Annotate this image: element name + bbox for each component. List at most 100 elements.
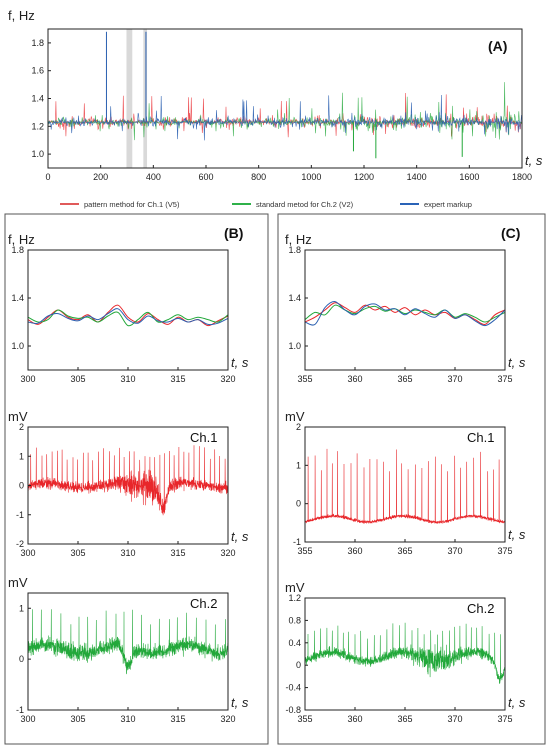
y-tick-label: 1.8 xyxy=(31,38,44,48)
y-tick-label: 1.0 xyxy=(31,149,44,159)
y-tick-label: -0.4 xyxy=(285,683,301,693)
y-tick-label: 0 xyxy=(19,481,24,491)
channel-label: Ch.2 xyxy=(467,601,494,616)
legend: pattern method for Ch.1 (V5) standard me… xyxy=(60,200,472,209)
plot-frame xyxy=(304,249,506,371)
chart-a: 0 200 400 600 800 1000 1200 1400 1600 1800 1.0 1.2 1… xyxy=(8,8,543,182)
x-axis-label: t, s xyxy=(231,529,249,544)
x-tick-label: 320 xyxy=(220,374,235,384)
x-tick-label: 300 xyxy=(20,548,35,558)
y-tick-label: 1.6 xyxy=(31,66,44,76)
y-axis-label: mV xyxy=(285,580,305,595)
chart-c1: 355 360 365 370 375 1.0 1.4 1.8f, Hz t, s (C) xyxy=(285,225,526,384)
y-tick-label: 1.4 xyxy=(31,94,44,104)
legend-label-blue: expert markup xyxy=(424,200,472,209)
panel-label: (C) xyxy=(501,225,520,241)
series-line xyxy=(27,308,229,326)
x-tick-label: 305 xyxy=(70,548,85,558)
x-tick-label: 355 xyxy=(297,546,312,556)
x-axis-label: t, s xyxy=(231,355,249,370)
series-line xyxy=(47,92,523,138)
x-tick-label: 1600 xyxy=(459,172,479,182)
panel-b-frame xyxy=(4,213,269,745)
y-axis-label: mV xyxy=(8,575,28,590)
x-tick-label: 375 xyxy=(497,714,512,724)
x-tick-label: 1400 xyxy=(407,172,427,182)
panel-c-frame xyxy=(277,213,546,745)
x-tick-label: 375 xyxy=(497,374,512,384)
x-tick-label: 300 xyxy=(20,374,35,384)
x-tick-label: 365 xyxy=(397,374,412,384)
x-tick-label: 315 xyxy=(170,714,185,724)
y-tick-label: 1.2 xyxy=(31,121,44,131)
series-line xyxy=(27,304,229,327)
y-tick-label: 1 xyxy=(296,460,301,470)
y-tick-label: 1 xyxy=(19,603,24,613)
x-tick-label: 320 xyxy=(220,548,235,558)
chart-b1: 300 305 310 315 320 1.0 1.4 1.8f, Hz t, s (B) xyxy=(8,225,249,384)
x-tick-label: 370 xyxy=(447,714,462,724)
x-tick-label: 1000 xyxy=(301,172,321,182)
x-axis-label: t, s xyxy=(508,355,526,370)
x-tick-label: 1200 xyxy=(354,172,374,182)
signal-trace xyxy=(27,609,229,675)
series-line xyxy=(304,301,506,327)
chart-b2: 300 305 310 315 320 -2 -1 0 1 2mV t, s Ch.1 xyxy=(8,409,249,558)
signal-trace xyxy=(27,445,229,516)
chart-b3: 300 305 310 315 320 -1 0 1 mV t, s Ch.2 xyxy=(8,575,249,724)
x-tick-label: 0 xyxy=(45,172,50,182)
x-tick-label: 360 xyxy=(347,714,362,724)
x-tick-label: 310 xyxy=(120,714,135,724)
y-tick-label: 2 xyxy=(296,422,301,432)
charts-layer: 0 200 400 600 800 1000 1200 1400 1600 18001.01.21… xyxy=(8,8,543,724)
y-axis-label: f, Hz xyxy=(285,232,312,247)
x-axis-label: t, s xyxy=(231,695,249,710)
x-tick-label: 310 xyxy=(120,374,135,384)
y-tick-label: -0.8 xyxy=(285,705,301,715)
x-tick-label: 800 xyxy=(251,172,266,182)
y-tick-label: -1 xyxy=(16,510,24,520)
y-tick-label: -1 xyxy=(16,705,24,715)
series-line xyxy=(27,309,229,327)
y-tick-label: 1.8 xyxy=(288,245,301,255)
y-tick-label: 1.0 xyxy=(11,341,24,351)
legend-label-red: pattern method for Ch.1 (V5) xyxy=(84,200,180,209)
y-tick-label: 1.4 xyxy=(288,293,301,303)
series-line xyxy=(48,94,523,141)
x-tick-label: 1800 xyxy=(512,172,532,182)
x-tick-label: 300 xyxy=(20,714,35,724)
x-tick-label: 370 xyxy=(447,374,462,384)
x-axis-label: t, s xyxy=(508,695,526,710)
x-tick-label: 365 xyxy=(397,546,412,556)
x-tick-label: 315 xyxy=(170,374,185,384)
x-axis-label: t, s xyxy=(525,153,543,168)
x-tick-label: 315 xyxy=(170,548,185,558)
y-tick-label: 0 xyxy=(296,660,301,670)
y-tick-label: -1 xyxy=(293,537,301,547)
chart-c3: 355 360 365 370 375 -0.8 -0.4 0 0.4 0.8 1.2mV t, s C… xyxy=(285,580,526,724)
panel-label: (A) xyxy=(488,38,507,54)
y-tick-label: 1.8 xyxy=(11,245,24,255)
x-tick-label: 355 xyxy=(297,714,312,724)
y-tick-label: 1.4 xyxy=(11,293,24,303)
chart-c2: 355 360 365 370 375 -1 0 1 2mV t, s Ch.1 xyxy=(285,409,526,556)
y-axis-label: mV xyxy=(8,409,28,424)
y-tick-label: 0 xyxy=(296,499,301,509)
y-tick-label: -2 xyxy=(16,539,24,549)
y-tick-label: 2 xyxy=(19,422,24,432)
channel-label: Ch.1 xyxy=(190,430,217,445)
x-tick-label: 400 xyxy=(146,172,161,182)
x-tick-label: 365 xyxy=(397,714,412,724)
y-axis-label: mV xyxy=(285,409,305,424)
x-tick-label: 375 xyxy=(497,546,512,556)
panel-label: (B) xyxy=(224,225,243,241)
x-tick-label: 305 xyxy=(70,374,85,384)
channel-label: Ch.1 xyxy=(467,430,494,445)
x-tick-label: 310 xyxy=(120,548,135,558)
x-tick-label: 200 xyxy=(93,172,108,182)
y-tick-label: 1 xyxy=(19,451,24,461)
legend-label-green: standard metod for Ch.2 (V2) xyxy=(256,200,354,209)
channel-label: Ch.2 xyxy=(190,596,217,611)
y-tick-label: 0.4 xyxy=(288,638,301,648)
